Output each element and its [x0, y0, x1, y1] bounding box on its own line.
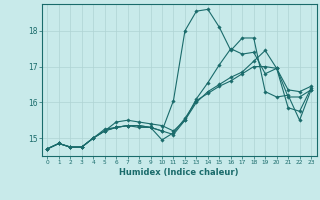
X-axis label: Humidex (Indice chaleur): Humidex (Indice chaleur): [119, 168, 239, 177]
